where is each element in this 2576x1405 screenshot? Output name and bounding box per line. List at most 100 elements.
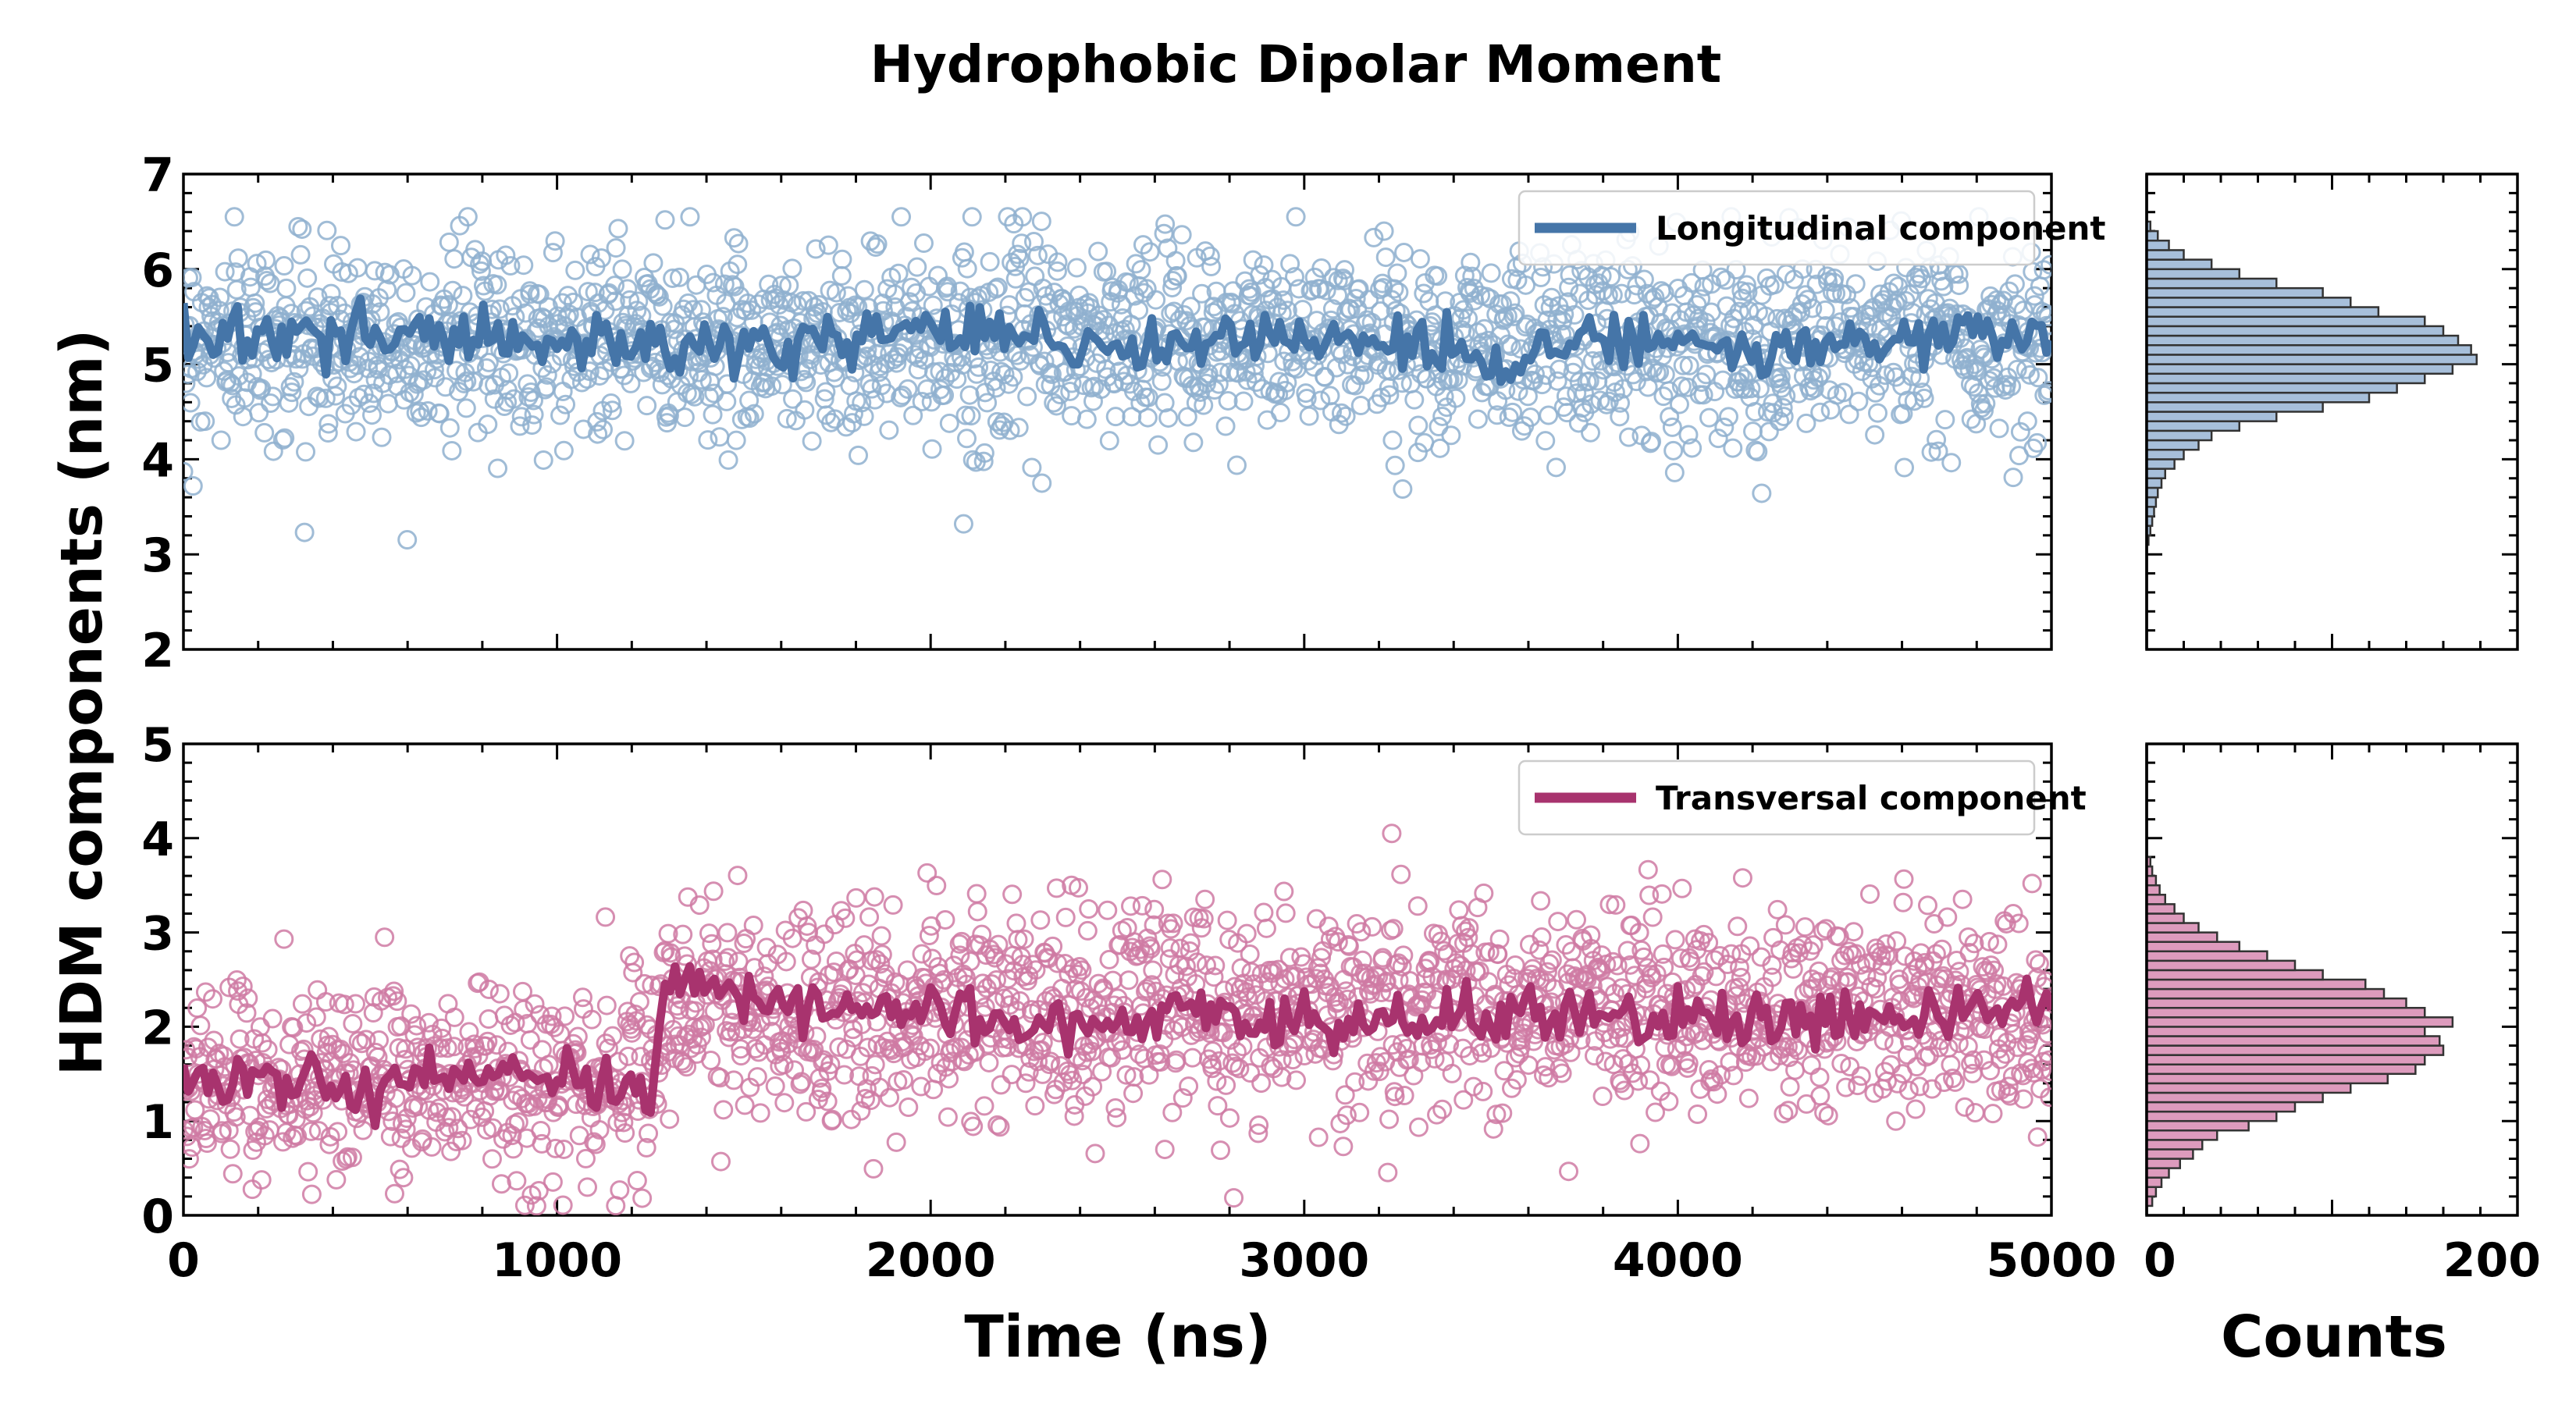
long-scatter-point xyxy=(292,219,312,240)
long-scatter-point xyxy=(255,250,276,270)
long-scatter-point xyxy=(928,265,948,286)
long-scatter-point xyxy=(1394,242,1414,262)
trans-hist-hist-bar xyxy=(2145,1006,2426,1019)
long-scatter-point xyxy=(1155,214,1176,234)
long-scatter-point xyxy=(842,413,863,433)
trans-scatter-point xyxy=(461,1109,481,1129)
long-scatter-point xyxy=(424,360,444,380)
long-scatter-point xyxy=(439,232,459,252)
trans-scatter-point xyxy=(252,1033,272,1053)
trans-scatter-point xyxy=(822,1109,842,1129)
long-scatter-point xyxy=(326,386,346,406)
long-scatter-point xyxy=(436,377,456,397)
long-scatter-point xyxy=(520,284,540,304)
long-scatter-point xyxy=(1556,386,1576,407)
trans-scatter-point xyxy=(1002,884,1023,905)
long-scatter-point xyxy=(1984,359,2004,379)
long-scatter-point xyxy=(1654,283,1674,304)
trans-scatter-point xyxy=(432,1018,452,1038)
long-scatter-point xyxy=(1410,249,1430,269)
trans-scatter-point xyxy=(935,909,955,930)
trans-hist-hist-bar xyxy=(2145,1110,2278,1122)
long-scatter-point xyxy=(1387,263,1407,283)
long-scatter-point xyxy=(1487,405,1507,425)
trans-scatter-point xyxy=(750,1103,770,1123)
long-scatter-point xyxy=(1669,394,1689,414)
trans-scatter-point xyxy=(1030,910,1051,930)
long-scatter-point xyxy=(1299,406,1319,426)
trans-scatter-point xyxy=(375,927,395,948)
long-scatter-point xyxy=(903,405,923,425)
long-scatter-point xyxy=(1032,473,1052,493)
long-scatter-point xyxy=(980,361,1001,381)
long-scatter-point xyxy=(321,283,341,304)
long-hist-hist-bar xyxy=(2145,477,2163,489)
trans-hist-hist-bar xyxy=(2145,1129,2218,1141)
long-scatter-point xyxy=(2038,307,2051,327)
long-scatter-point xyxy=(913,233,934,254)
long-scatter-point xyxy=(1955,338,1976,358)
trans-scatter-point xyxy=(479,1009,499,1030)
long-scatter-point xyxy=(1914,388,1934,408)
trans-scatter-point xyxy=(386,1088,406,1108)
long-scatter-point xyxy=(877,383,897,404)
trans-scatter-point xyxy=(668,1026,688,1046)
long-scatter-point xyxy=(1404,389,1425,410)
long-scatter-point xyxy=(1928,441,1948,461)
long-scatter-point xyxy=(1332,344,1352,365)
trans-scatter-point xyxy=(596,995,617,1016)
long-scatter-point xyxy=(296,442,316,462)
trans-scatter-point xyxy=(401,1004,422,1024)
long-scatter-point xyxy=(414,370,434,390)
trans-scatter-point xyxy=(974,1096,994,1116)
trans-scatter-point xyxy=(251,1170,272,1190)
trans-scatter-point xyxy=(334,994,354,1015)
trans-scatter-point xyxy=(229,1029,250,1049)
long-scatter-point xyxy=(1027,245,1048,265)
long-scatter-point xyxy=(1815,300,1835,320)
long-scatter-point xyxy=(852,393,872,413)
trans-scatter-point xyxy=(1016,1073,1036,1094)
long-scatter-point xyxy=(307,386,327,407)
long-scatter-point xyxy=(580,244,600,265)
trans-hist-hist-bar xyxy=(2145,874,2158,887)
trans-scatter-point xyxy=(258,1040,278,1060)
trans-scatter-point xyxy=(864,887,884,907)
trans-scatter-point xyxy=(2027,1127,2048,1147)
trans-scatter-point xyxy=(912,944,932,964)
long-scatter-point xyxy=(617,279,638,299)
trans-scatter-point xyxy=(396,1119,416,1140)
long-scatter-point xyxy=(1554,304,1574,325)
trans-legend-label: Transversal component xyxy=(1656,779,2087,817)
trans-scatter-point xyxy=(774,1093,795,1113)
trans-scatter-point xyxy=(923,1080,944,1100)
long-scatter-point xyxy=(591,248,611,269)
long-scatter-point xyxy=(1834,382,1854,403)
trans-scatter-point xyxy=(525,994,545,1014)
long-scatter-point xyxy=(653,296,673,316)
long-ytick-label: 6 xyxy=(141,244,174,298)
trans-xtick-label: 4000 xyxy=(1613,1233,1743,1288)
long-scatter-point xyxy=(998,207,1018,227)
long-scatter-point xyxy=(346,422,366,442)
trans-scatter-point xyxy=(608,1051,628,1072)
trans-scatter-point xyxy=(1256,918,1276,938)
long-hist-hist-bar xyxy=(2145,240,2170,251)
long-scatter-point xyxy=(1177,407,1197,427)
long-scatter-point xyxy=(888,263,909,283)
long-scatter-point xyxy=(1949,276,1969,296)
long-hist-hist-bar xyxy=(2145,496,2158,508)
trans-scatter-point xyxy=(532,1133,552,1154)
long-scatter-point xyxy=(1699,407,1719,428)
trans-scatter-point xyxy=(814,924,834,944)
long-scatter-point xyxy=(962,207,982,227)
long-scatter-point xyxy=(1364,227,1384,247)
long-scatter-point xyxy=(1569,372,1589,392)
long-scatter-point xyxy=(397,530,418,550)
trans-scatter-point xyxy=(301,1121,322,1141)
long-scatter-point xyxy=(601,393,621,413)
trans-scatter-point xyxy=(703,881,724,902)
trans-scatter-point xyxy=(728,866,748,886)
trans-scatter-point xyxy=(514,1195,535,1215)
long-scatter-point xyxy=(1611,283,1631,304)
